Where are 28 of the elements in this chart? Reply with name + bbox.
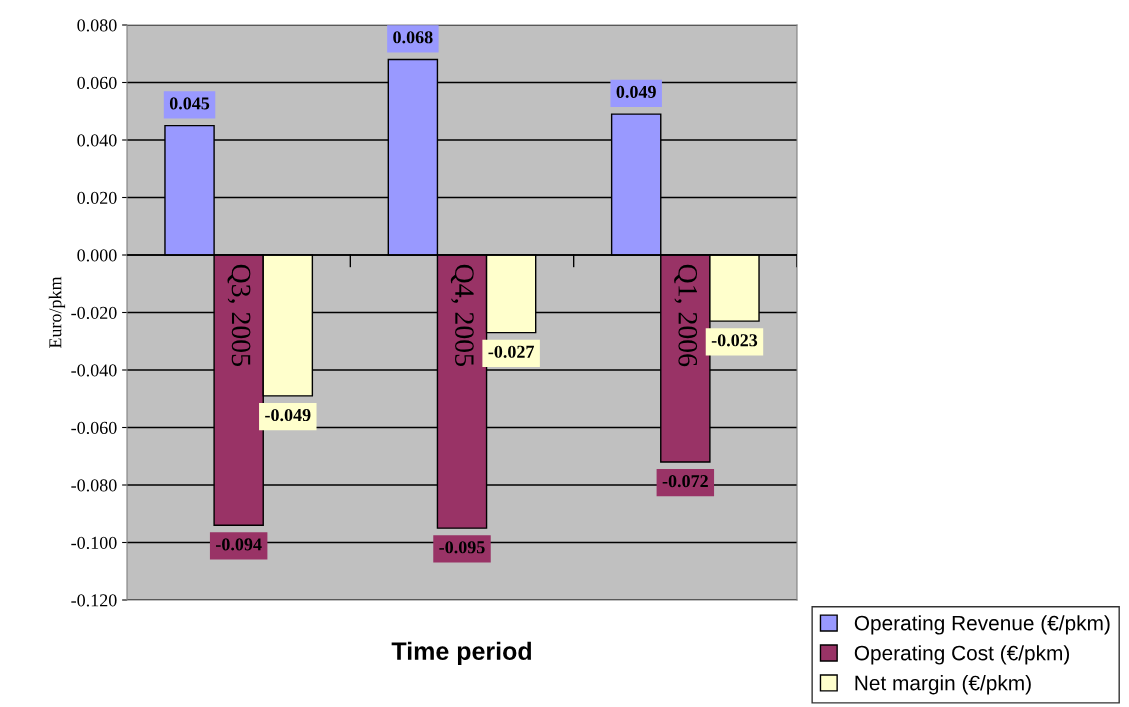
- y-tick-label: 0.020: [77, 191, 117, 205]
- data-label: -0.072: [662, 475, 708, 488]
- x-tick-label: Q1, 2006: [674, 264, 698, 367]
- x-tick-label: Q3, 2005: [227, 264, 251, 366]
- data-label: -0.095: [439, 541, 485, 554]
- data-label: -0.049: [265, 408, 311, 422]
- legend-label: Operating Revenue (€/pkm): [854, 615, 1110, 635]
- y-tick-label: -0.040: [71, 364, 117, 377]
- y-tick-label: 0.080: [77, 19, 117, 32]
- y-tick-label: 0.060: [77, 76, 117, 90]
- y-axis-title: Euro/pkm: [48, 276, 66, 349]
- data-label: 0.045: [169, 97, 210, 110]
- y-tick-label: -0.120: [71, 594, 117, 607]
- data-label: -0.094: [216, 538, 262, 551]
- x-tick-label: Q4, 2005: [450, 264, 474, 366]
- legend-label: Net margin (€/pkm): [855, 675, 1031, 695]
- x-axis-title: Time period: [391, 641, 531, 665]
- y-tick-label: -0.100: [71, 536, 117, 550]
- y-tick-label: 0.000: [77, 249, 117, 262]
- y-tick-label: -0.020: [71, 306, 117, 320]
- y-tick-label: 0.040: [77, 134, 117, 147]
- legend-label: Operating Cost (€/pkm): [854, 645, 1070, 665]
- data-label: 0.068: [393, 31, 433, 44]
- data-label: 0.049: [616, 85, 656, 99]
- y-tick-label: -0.060: [71, 421, 117, 435]
- y-tick-label: -0.080: [71, 479, 117, 492]
- data-label: -0.023: [711, 334, 758, 347]
- data-label: -0.027: [488, 345, 535, 358]
